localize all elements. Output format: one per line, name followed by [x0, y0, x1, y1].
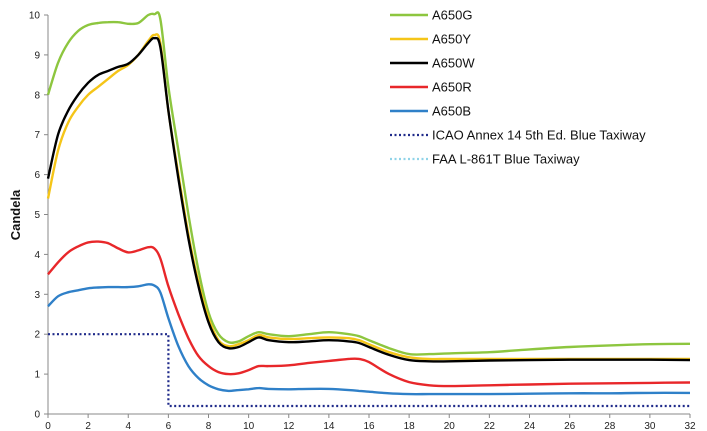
y-axis-label: Candela	[8, 189, 23, 240]
x-tick-label: 26	[564, 421, 576, 431]
legend-label: A650W	[432, 56, 475, 71]
legend: A650G A650Y A650W A650R A650B ICAO Annex 14 5…	[390, 8, 646, 167]
x-tick-label: 10	[243, 421, 255, 431]
legend-label: ICAO Annex 14 5th Ed. Blue Taxiway	[432, 128, 646, 143]
series-a650g	[46, 11, 691, 356]
axes	[47, 15, 690, 415]
y-tick-label: 5	[34, 210, 40, 221]
y-tick-label: 3	[34, 290, 40, 301]
x-tick-label: 8	[206, 421, 212, 431]
x-tick-label: 0	[45, 421, 51, 431]
legend-label: A650Y	[432, 32, 471, 47]
x-tick-label: 20	[444, 421, 456, 431]
series-a650b	[47, 283, 691, 396]
y-tick-label: 0	[34, 410, 40, 421]
series-a650r	[47, 240, 691, 388]
y-tick-label: 4	[34, 250, 40, 261]
series-a650y	[46, 33, 690, 361]
x-tick-label: 4	[125, 421, 131, 431]
y-tick-label: 6	[34, 170, 40, 181]
x-tick-label: 32	[684, 421, 696, 431]
series-a650w	[46, 36, 691, 363]
y-tick-label: 10	[29, 11, 41, 22]
x-tick-label: 22	[484, 421, 496, 431]
y-tick-label: 1	[34, 370, 40, 381]
x-tick-label: 16	[363, 421, 375, 431]
y-tick-label: 8	[34, 90, 40, 101]
legend-label: A650R	[432, 80, 472, 95]
legend-label: A650B	[432, 104, 471, 119]
x-tick-label: 30	[644, 421, 656, 431]
x-tick-label: 24	[524, 421, 536, 431]
series-icao-annex-14-5th-ed-blue-taxiway	[48, 333, 690, 408]
x-tick-label: 18	[404, 421, 416, 431]
x-tick-label: 14	[323, 421, 335, 431]
x-tick-label: 12	[283, 421, 295, 431]
series-layer	[46, 11, 691, 408]
x-tick-label: 2	[85, 421, 91, 431]
x-tick-label: 6	[166, 421, 172, 431]
legend-label: A650G	[432, 8, 472, 23]
x-ticks: 0 2 4 6 8 10 12 14 16 18 20 22 24 26 28 30 32	[45, 414, 696, 431]
legend-label: FAA L-861T Blue Taxiway	[432, 152, 580, 167]
y-tick-label: 9	[34, 50, 40, 61]
y-ticks: 0 1 2 3 4 5 6 7 8 9 10	[29, 11, 48, 421]
y-tick-label: 7	[34, 130, 40, 141]
y-tick-label: 2	[34, 330, 40, 341]
x-tick-label: 28	[604, 421, 616, 431]
